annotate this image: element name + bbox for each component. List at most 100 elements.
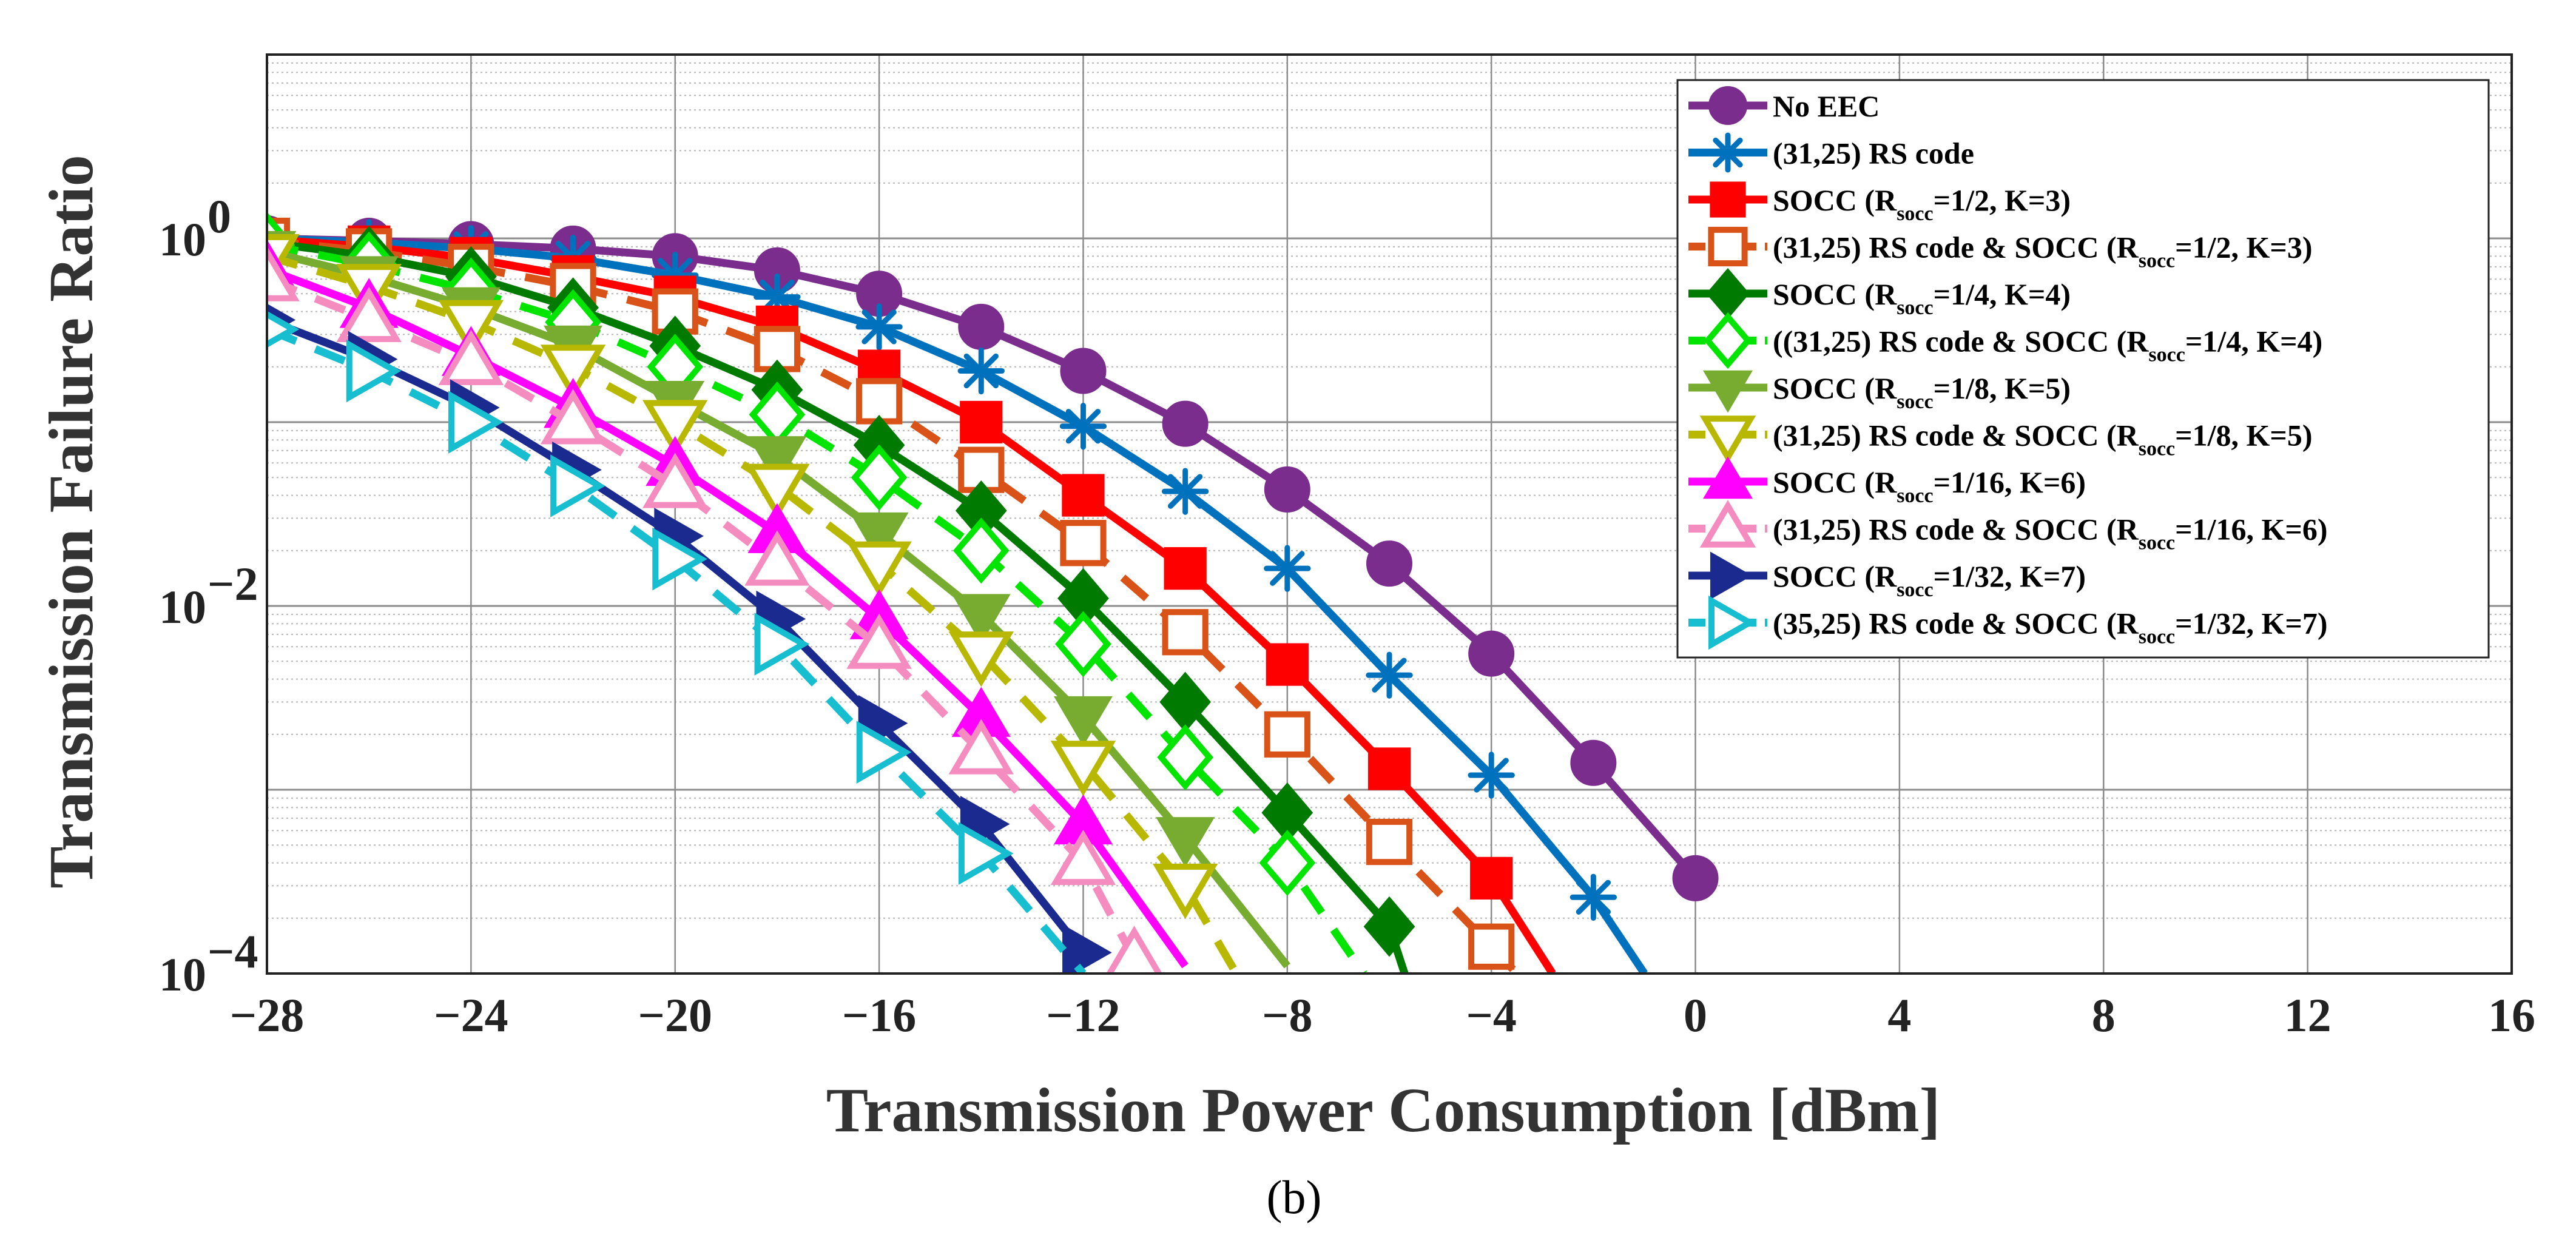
x-tick-label: −20 [638,989,712,1041]
marker [438,329,504,385]
y-tick-label: 10 [159,948,206,1001]
marker-stroke [1474,758,1509,793]
marker [744,463,810,519]
x-tick-label: 16 [2488,989,2535,1041]
marker-stroke [963,353,999,389]
legend-label-part: =1/16, K=6) [1934,465,2086,499]
marker [855,378,903,425]
marker [642,452,708,508]
legend-label: ((31,25) RS code & SOCC (Rsocc=1/4, K=4) [1773,325,2322,366]
series-8 [267,234,1240,974]
legend-label-part: (31,25) RS code & SOCC (R [1773,419,2139,452]
marker-stroke [1372,657,1407,693]
marker [550,454,605,517]
legend-label: SOCC (Rsocc=1/8, K=5) [1773,371,2071,413]
legend-label-part: (35,25) RS code & SOCC (R [1773,607,2139,641]
x-tick-label: 0 [1684,989,1707,1041]
legend-label-subscript: socc [2139,626,2175,648]
y-tick-label: 10 [159,580,206,633]
marker [1703,370,1753,413]
marker [1162,609,1209,656]
x-tick-label: −12 [1046,989,1120,1041]
marker [1366,540,1412,587]
marker [267,311,300,348]
marker [1468,923,1515,970]
legend-label-subscript: socc [1897,203,1933,225]
legend-label-part: SOCC (R [1773,559,1897,593]
marker [747,436,807,486]
legend-label-subscript: socc [2139,532,2175,554]
series-line [267,241,1367,974]
marker [1468,752,1515,799]
marker [1470,856,1513,900]
marker [1704,312,1752,369]
marker [448,391,504,454]
marker [960,400,1003,444]
x-tick-label: −16 [842,989,916,1041]
marker-stroke [861,309,897,345]
legend-label-part: No EEC [1773,89,1880,123]
legend-label: No EEC [1773,89,1880,123]
marker [1060,348,1107,394]
legend-label: (31,25) RS code [1773,136,1974,170]
legend-label-part: =1/4, K=4) [2185,325,2322,358]
marker [1152,863,1218,920]
marker [1053,696,1113,747]
marker [1264,466,1310,513]
figure-caption: (b) [1267,1171,1322,1223]
marker [1363,896,1415,957]
marker [336,286,402,342]
marker-stroke [1576,879,1611,915]
marker [1710,181,1746,218]
legend-box [1676,79,2490,659]
legend-item: SOCC (Rsocc=1/16, K=6) [1688,456,2086,507]
marker [1059,403,1107,450]
x-tick-label: −8 [1262,989,1312,1041]
legend: No EEC (31,25) RS code SOCC (Rsocc=1/2, K=… [1676,79,2490,659]
legend-label: SOCC (Rsocc=1/2, K=3) [1773,183,2071,225]
legend-label-part: =1/16, K=6) [2175,513,2327,547]
x-tick-label: 12 [2284,989,2332,1041]
marker [642,400,708,456]
marker [1703,456,1753,499]
marker [958,822,1014,885]
marker [744,530,810,586]
marker [856,721,912,784]
series-line [267,265,1189,969]
marker [1570,873,1617,921]
marker [1266,643,1309,686]
marker [1060,520,1107,567]
legend-label-part: =1/32, K=7) [1934,559,2086,593]
legend-label-part: =1/8, K=5) [1934,371,2071,405]
marker [540,389,606,445]
legend-label-subscript: socc [1897,579,1933,601]
marker [953,517,1010,584]
legend-label-part: =1/32, K=7) [2175,607,2327,641]
legend-label-subscript: socc [2139,438,2175,460]
marker [846,541,912,597]
legend-label: (31,25) RS code & SOCC (Rsocc=1/16, K=6) [1773,513,2328,554]
legend-item: (31,25) RS code [1688,132,1974,173]
marker [1710,551,1753,600]
legend-label: SOCC (Rsocc=1/32, K=7) [1773,559,2086,601]
marker [1570,739,1617,786]
marker [849,512,909,563]
legend-label-part: (31,25) RS code [1773,136,1974,170]
x-tick-label: 4 [1887,989,1911,1041]
legend-label-subscript: socc [2139,250,2175,272]
marker [948,631,1014,687]
legend-item: (31,25) RS code & SOCC (Rsocc=1/2, K=3) [1688,226,2313,272]
marker [1162,400,1209,447]
marker [1699,500,1756,548]
marker [1468,630,1515,677]
marker [652,527,708,591]
legend-label: (35,25) RS code & SOCC (Rsocc=1/32, K=7) [1773,607,2328,648]
marker [958,303,1005,350]
marker [1055,611,1111,678]
marker [1062,924,1112,974]
marker [1366,651,1413,699]
legend-label-subscript: socc [1897,485,1933,507]
series-10 [267,246,1162,974]
